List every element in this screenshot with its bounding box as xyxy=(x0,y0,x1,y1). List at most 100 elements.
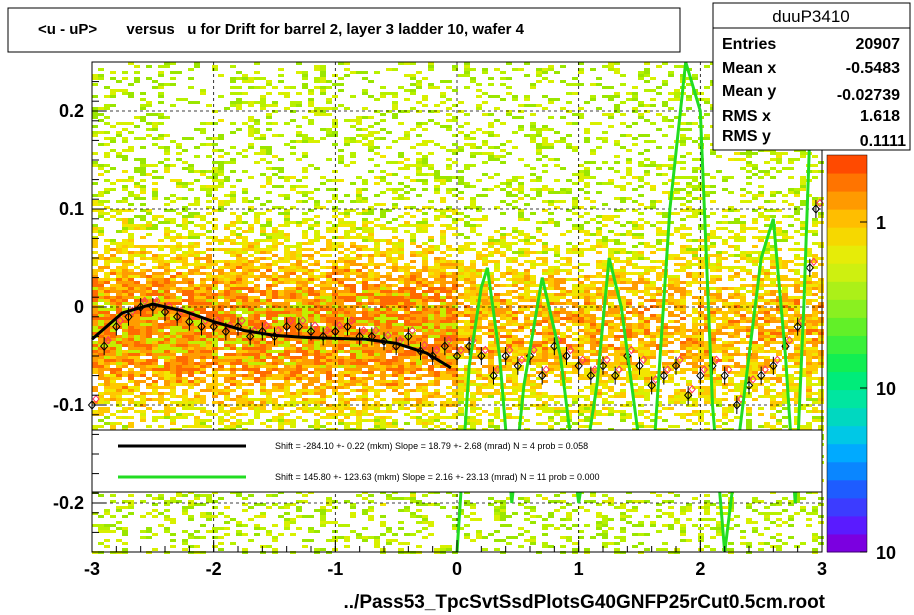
heatmap-cell xyxy=(656,329,662,332)
heatmap-cell xyxy=(776,248,782,251)
heatmap-cell xyxy=(188,320,194,323)
heatmap-cell xyxy=(236,266,242,269)
heatmap-cell xyxy=(458,197,464,200)
heatmap-cell xyxy=(794,305,800,308)
heatmap-cell xyxy=(362,293,368,296)
heatmap-cell xyxy=(98,257,104,260)
heatmap-cell xyxy=(524,272,530,275)
heatmap-cell xyxy=(326,323,332,326)
heatmap-cell xyxy=(476,194,482,197)
heatmap-cell xyxy=(464,113,470,116)
heatmap-cell xyxy=(308,92,314,95)
heatmap-cell xyxy=(248,326,254,329)
heatmap-cell xyxy=(818,161,824,164)
heatmap-cell xyxy=(488,239,494,242)
heatmap-cell xyxy=(116,179,122,182)
heatmap-cell xyxy=(206,266,212,269)
heatmap-cell xyxy=(344,209,350,212)
heatmap-cell xyxy=(422,251,428,254)
heatmap-cell xyxy=(782,278,788,281)
heatmap-cell xyxy=(158,122,164,125)
heatmap-cell xyxy=(224,275,230,278)
heatmap-cell xyxy=(584,221,590,224)
heatmap-cell xyxy=(554,71,560,74)
heatmap-cell xyxy=(608,332,614,335)
heatmap-cell xyxy=(104,248,110,251)
heatmap-cell xyxy=(206,191,212,194)
heatmap-cell xyxy=(698,296,704,299)
heatmap-cell xyxy=(698,197,704,200)
heatmap-cell xyxy=(794,290,800,293)
heatmap-cell xyxy=(464,299,470,302)
heatmap-cell xyxy=(242,188,248,191)
heatmap-cell xyxy=(158,239,164,242)
heatmap-cell xyxy=(284,95,290,98)
heatmap-cell xyxy=(218,281,224,284)
heatmap-cell xyxy=(536,68,542,71)
heatmap-cell xyxy=(482,296,488,299)
heatmap-cell xyxy=(644,170,650,173)
heatmap-cell xyxy=(434,326,440,329)
heatmap-cell xyxy=(416,284,422,287)
heatmap-cell xyxy=(146,113,152,116)
heatmap-cell xyxy=(434,299,440,302)
heatmap-cell xyxy=(488,122,494,125)
heatmap-cell xyxy=(674,329,680,332)
heatmap-cell xyxy=(542,155,548,158)
heatmap-cell xyxy=(158,113,164,116)
heatmap-cell xyxy=(446,287,452,290)
heatmap-cell xyxy=(434,272,440,275)
heatmap-cell xyxy=(638,320,644,323)
heatmap-cell xyxy=(386,308,392,311)
heatmap-cell xyxy=(656,332,662,335)
heatmap-cell xyxy=(422,140,428,143)
heatmap-cell xyxy=(266,224,272,227)
heatmap-cell xyxy=(122,77,128,80)
heatmap-cell xyxy=(188,188,194,191)
heatmap-cell xyxy=(320,74,326,77)
heatmap-cell xyxy=(704,326,710,329)
heatmap-cell xyxy=(644,119,650,122)
heatmap-cell xyxy=(668,71,674,74)
heatmap-cell xyxy=(668,179,674,182)
heatmap-cell xyxy=(434,260,440,263)
heatmap-cell xyxy=(152,299,158,302)
heatmap-cell xyxy=(152,284,158,287)
heatmap-cell xyxy=(578,311,584,314)
heatmap-cell xyxy=(776,326,782,329)
heatmap-cell xyxy=(236,107,242,110)
heatmap-cell xyxy=(674,92,680,95)
heatmap-cell xyxy=(524,269,530,272)
heatmap-cell xyxy=(140,245,146,248)
heatmap-cell xyxy=(290,281,296,284)
heatmap-cell xyxy=(602,335,608,338)
heatmap-cell xyxy=(290,278,296,281)
heatmap-cell xyxy=(116,308,122,311)
heatmap-cell xyxy=(554,200,560,203)
heatmap-cell xyxy=(686,107,692,110)
heatmap-cell xyxy=(680,299,686,302)
heatmap-cell xyxy=(470,308,476,311)
heatmap-cell xyxy=(332,125,338,128)
heatmap-cell xyxy=(572,146,578,149)
heatmap-cell xyxy=(590,149,596,152)
heatmap-cell xyxy=(788,203,794,206)
heatmap-cell xyxy=(542,233,548,236)
heatmap-cell xyxy=(560,107,566,110)
heatmap-cell xyxy=(794,287,800,290)
heatmap-cell xyxy=(452,299,458,302)
heatmap-cell xyxy=(230,239,236,242)
heatmap-cell xyxy=(254,221,260,224)
heatmap-cell xyxy=(584,287,590,290)
heatmap-cell xyxy=(572,206,578,209)
heatmap-cell xyxy=(536,179,542,182)
heatmap-cell xyxy=(518,185,524,188)
heatmap-cell xyxy=(734,293,740,296)
heatmap-cell xyxy=(284,92,290,95)
heatmap-cell xyxy=(572,302,578,305)
heatmap-cell xyxy=(488,272,494,275)
heatmap-cell xyxy=(116,260,122,263)
heatmap-cell xyxy=(584,302,590,305)
heatmap-cell xyxy=(596,317,602,320)
heatmap-cell xyxy=(740,299,746,302)
